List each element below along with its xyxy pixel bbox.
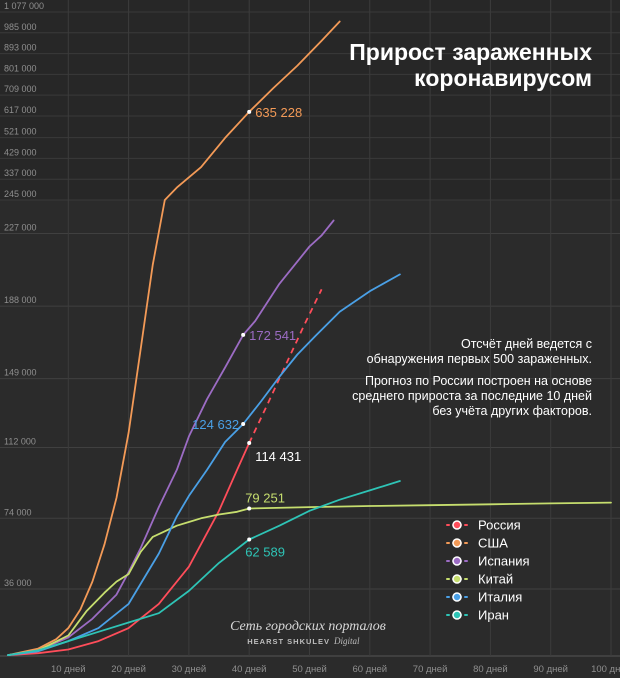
series-lines xyxy=(7,20,612,656)
legend-swatch-marker xyxy=(452,556,462,566)
y-tick-label: 1 077 000 xyxy=(4,1,44,11)
watermark-line-1: Сеть городских порталов xyxy=(230,619,386,634)
legend: Россия США Испания Китай Италия Иран xyxy=(446,518,530,623)
legend-swatch-marker xyxy=(452,574,462,584)
data-labels: 635 228 172 541 124 632 114 431 79 251 62 589 xyxy=(192,105,302,560)
note-line: без учёта других факторов. xyxy=(432,404,592,418)
chart-notes: Отсчёт дней ведется с обнаружения первых… xyxy=(352,337,592,418)
y-tick-label: 337 000 xyxy=(4,168,37,178)
data-point-marker xyxy=(247,537,252,542)
note-line: Отсчёт дней ведется с xyxy=(461,337,592,351)
legend-entry: Иран xyxy=(478,608,509,623)
watermark-line-3: Digital xyxy=(333,636,360,646)
watermark-line-2: HEARST SHKULEV xyxy=(247,637,330,646)
note-line: среднего прироста за последние 10 дней xyxy=(352,389,592,403)
x-tick-label: 100 дней xyxy=(591,664,620,675)
series-line xyxy=(7,480,401,656)
legend-entry: Испания xyxy=(478,554,530,569)
chart-title: Прирост зараженных коронавирусом xyxy=(349,39,592,91)
y-tick-label: 245 000 xyxy=(4,189,37,199)
y-tick-label: 985 000 xyxy=(4,22,37,32)
legend-swatch-marker xyxy=(452,520,462,530)
legend-entry: Китай xyxy=(478,572,513,587)
axis-ticks: 36 000 74 000 112 000 149 000 188 000 227 000… xyxy=(4,1,620,675)
y-tick-label: 188 000 xyxy=(4,295,37,305)
data-point-marker xyxy=(241,332,246,337)
data-point-marker xyxy=(247,506,252,511)
series-line xyxy=(7,442,251,656)
y-tick-label: 801 000 xyxy=(4,63,37,73)
data-label: 114 431 xyxy=(255,449,301,464)
x-tick-label: 30 дней xyxy=(172,664,207,675)
series-line xyxy=(7,273,401,656)
x-tick-label: 10 дней xyxy=(51,664,86,675)
data-label: 79 251 xyxy=(245,490,285,505)
series-line xyxy=(7,219,335,656)
x-tick-label: 50 дней xyxy=(292,664,327,675)
data-label: 635 228 xyxy=(255,105,302,120)
x-tick-label: 90 дней xyxy=(533,664,568,675)
y-tick-label: 74 000 xyxy=(4,507,32,517)
data-label: 62 589 xyxy=(245,545,285,560)
legend-swatch-marker xyxy=(452,610,462,620)
legend-swatch-marker xyxy=(452,592,462,602)
legend-entry: Россия xyxy=(478,518,521,533)
note-line: обнаружения первых 500 зараженных. xyxy=(367,352,592,366)
y-tick-label: 709 000 xyxy=(4,84,37,94)
x-tick-label: 20 дней xyxy=(111,664,146,675)
legend-entry: США xyxy=(478,536,508,551)
legend-swatch-marker xyxy=(452,538,462,548)
chart-title-line-2: коронавирусом xyxy=(414,65,592,91)
x-tick-label: 60 дней xyxy=(353,664,388,675)
data-label: 124 632 xyxy=(192,417,239,432)
data-point-marker xyxy=(241,422,246,427)
grid xyxy=(0,0,620,657)
y-tick-label: 112 000 xyxy=(4,437,36,447)
data-label: 172 541 xyxy=(249,328,296,343)
series-line xyxy=(7,20,341,656)
y-tick-label: 521 000 xyxy=(4,127,37,137)
x-tick-label: 70 дней xyxy=(413,664,448,675)
legend-entry: Италия xyxy=(478,590,522,605)
y-tick-label: 149 000 xyxy=(4,368,37,378)
x-tick-label: 40 дней xyxy=(232,664,267,675)
y-tick-label: 429 000 xyxy=(4,147,37,157)
note-line: Прогноз по России построен на основе xyxy=(365,374,592,388)
data-point-marker xyxy=(247,441,252,446)
y-tick-label: 617 000 xyxy=(4,105,37,115)
data-point-marker xyxy=(247,109,252,114)
y-tick-label: 893 000 xyxy=(4,43,37,53)
watermark-logo: Сеть городских порталов HEARST SHKULEV D… xyxy=(230,619,386,646)
x-tick-label: 80 дней xyxy=(473,664,508,675)
chart-title-line-1: Прирост зараженных xyxy=(349,39,592,65)
y-tick-label: 227 000 xyxy=(4,223,37,233)
y-tick-label: 36 000 xyxy=(4,578,32,588)
series-line xyxy=(7,501,612,656)
